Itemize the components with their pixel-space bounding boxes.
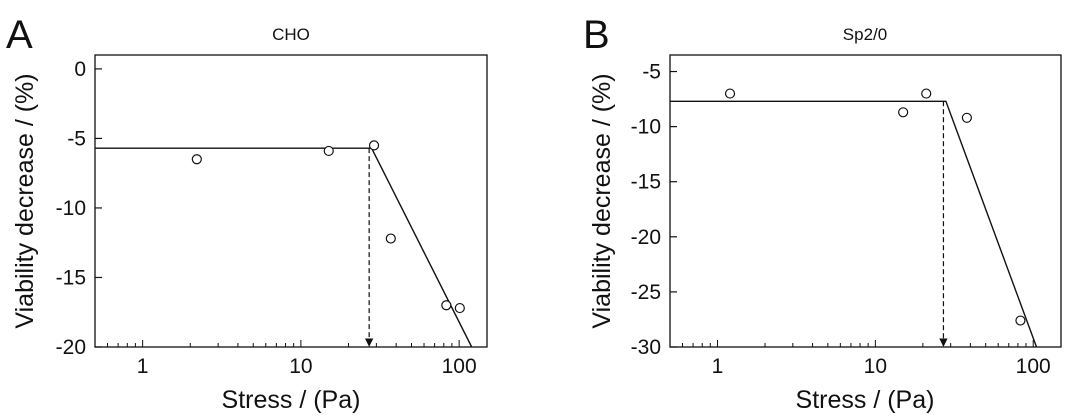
panel-a: A CHO Viability decrease / (%) Stress / … (6, 13, 488, 414)
panel-title-b: Sp2/0 (843, 25, 887, 44)
y-tick-label: -15 (56, 266, 86, 289)
x-axis-label-a: Stress / (Pa) (222, 386, 361, 414)
x-tick-label: 1 (712, 355, 724, 378)
data-point (898, 107, 909, 118)
y-tick-label: -25 (631, 281, 661, 304)
panel-b: B Sp2/0 Viability decrease / (%) Stress … (583, 13, 1062, 414)
y-axis-label-b: Viability decrease / (%) (588, 73, 616, 328)
data-point (1015, 315, 1026, 326)
data-point (368, 140, 380, 151)
data-point (921, 88, 932, 99)
y-tick-label: -5 (67, 127, 86, 150)
data-point (385, 233, 396, 244)
y-tick-label: -20 (56, 336, 86, 359)
y-axis-label-a: Viability decrease / (%) (11, 73, 39, 328)
data-point (323, 145, 334, 157)
data-point (724, 88, 736, 99)
x-tick-label: 100 (442, 355, 477, 378)
y-tick-label: -10 (56, 197, 86, 220)
plot-frame-b (669, 54, 1062, 348)
x-tick-label: 10 (289, 355, 312, 378)
panel-letter-a: A (6, 13, 33, 57)
fit-line (670, 100, 1038, 348)
x-tick-label: 1 (137, 355, 149, 378)
plot-content-a: 0 -5 -10 -15 -20 1 10 100 (56, 58, 477, 378)
x-tick-label: 10 (864, 355, 887, 378)
y-tick-label: -5 (642, 61, 661, 84)
data-point (454, 302, 465, 314)
plot-frame-a (94, 54, 488, 348)
y-tick-label: 0 (74, 58, 86, 81)
y-tick-label: -15 (631, 171, 661, 194)
y-tick-label: -10 (631, 116, 661, 139)
panel-title-a: CHO (272, 25, 310, 44)
panel-letter-b: B (583, 13, 610, 57)
y-tick-label: -20 (631, 226, 661, 249)
data-point (961, 112, 972, 123)
data-point (191, 154, 202, 165)
fit-line (95, 147, 473, 348)
plot-content-b: -5 -10 -15 -20 -25 -30 1 10 100 (631, 61, 1051, 378)
data-point (441, 300, 452, 311)
x-axis-label-b: Stress / (Pa) (796, 386, 935, 414)
y-tick-label: -30 (631, 336, 661, 359)
x-tick-label: 100 (1016, 355, 1051, 378)
